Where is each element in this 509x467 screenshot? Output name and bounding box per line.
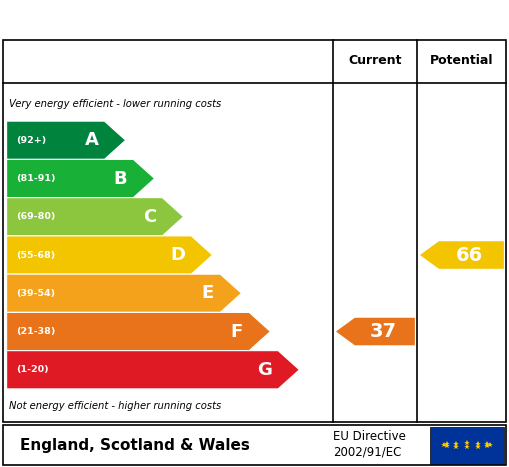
Text: Energy Efficiency Rating: Energy Efficiency Rating (110, 9, 399, 29)
Polygon shape (7, 198, 184, 236)
Text: (55-68): (55-68) (16, 250, 55, 260)
Text: A: A (84, 131, 98, 149)
Bar (430, 427, 504, 464)
Text: Current: Current (349, 54, 402, 67)
Text: (21-38): (21-38) (16, 327, 55, 336)
Text: G: G (257, 361, 272, 379)
Text: B: B (114, 170, 127, 188)
Text: EU Directive
2002/91/EC: EU Directive 2002/91/EC (333, 431, 406, 459)
Polygon shape (7, 121, 126, 159)
Text: (1-20): (1-20) (16, 365, 48, 374)
Polygon shape (7, 274, 241, 312)
Polygon shape (7, 159, 155, 198)
Text: Potential: Potential (430, 54, 494, 67)
Text: Not energy efficient - higher running costs: Not energy efficient - higher running co… (9, 401, 221, 411)
Text: (69-80): (69-80) (16, 212, 55, 221)
Text: 66: 66 (456, 246, 483, 264)
Text: Very energy efficient - lower running costs: Very energy efficient - lower running co… (9, 99, 221, 109)
Polygon shape (7, 312, 270, 351)
Text: (81-91): (81-91) (16, 174, 55, 183)
Text: C: C (143, 208, 156, 226)
Polygon shape (336, 318, 415, 345)
Text: D: D (170, 246, 185, 264)
Text: (39-54): (39-54) (16, 289, 55, 298)
Text: (92+): (92+) (16, 136, 46, 145)
Polygon shape (7, 236, 212, 274)
Text: F: F (231, 323, 243, 340)
Text: E: E (202, 284, 214, 302)
Polygon shape (420, 241, 504, 269)
Polygon shape (7, 351, 299, 389)
Text: England, Scotland & Wales: England, Scotland & Wales (20, 438, 250, 453)
Text: 37: 37 (370, 322, 397, 341)
